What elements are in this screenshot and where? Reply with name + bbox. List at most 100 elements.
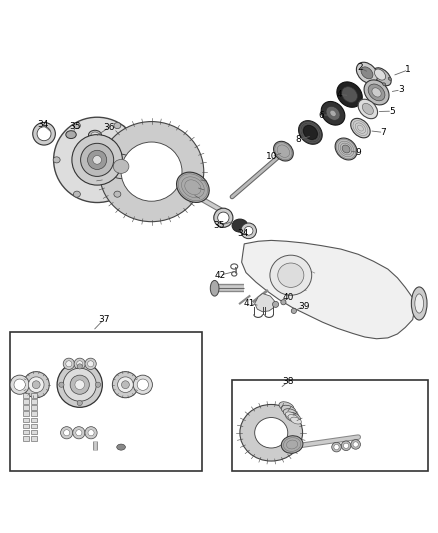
Ellipse shape (283, 409, 298, 418)
Ellipse shape (91, 132, 99, 138)
Bar (31, 411, 37, 416)
Ellipse shape (114, 191, 121, 197)
Ellipse shape (66, 131, 76, 139)
Ellipse shape (341, 441, 351, 450)
Ellipse shape (364, 80, 389, 105)
Ellipse shape (288, 415, 299, 422)
Ellipse shape (88, 130, 102, 140)
Text: 38: 38 (282, 377, 293, 386)
Ellipse shape (281, 300, 286, 305)
Ellipse shape (326, 106, 340, 120)
Ellipse shape (28, 377, 44, 392)
Ellipse shape (74, 123, 81, 128)
Bar (232, 379, 428, 471)
Ellipse shape (59, 382, 64, 387)
Ellipse shape (232, 219, 248, 232)
Ellipse shape (279, 402, 294, 411)
Ellipse shape (99, 122, 204, 222)
Ellipse shape (117, 444, 125, 450)
Ellipse shape (332, 442, 341, 452)
Ellipse shape (388, 77, 391, 80)
Text: 41: 41 (244, 299, 255, 308)
Ellipse shape (281, 436, 303, 453)
Ellipse shape (357, 62, 378, 84)
Ellipse shape (362, 103, 373, 115)
Ellipse shape (373, 68, 391, 86)
Text: 1: 1 (406, 65, 411, 74)
Bar (31, 393, 37, 398)
Ellipse shape (10, 375, 29, 394)
Ellipse shape (342, 145, 350, 153)
Bar (31, 436, 37, 441)
Ellipse shape (270, 255, 312, 295)
Bar (23, 411, 29, 416)
Ellipse shape (53, 117, 141, 203)
Bar (23, 430, 29, 434)
Ellipse shape (177, 172, 209, 203)
Ellipse shape (291, 308, 297, 313)
Ellipse shape (291, 417, 301, 424)
Ellipse shape (60, 426, 73, 439)
Bar (31, 399, 37, 404)
Ellipse shape (372, 88, 381, 97)
Ellipse shape (14, 379, 25, 390)
Ellipse shape (254, 417, 288, 448)
Ellipse shape (73, 426, 85, 439)
Ellipse shape (121, 142, 182, 201)
Ellipse shape (368, 84, 385, 101)
Ellipse shape (95, 382, 101, 387)
Text: 2: 2 (358, 63, 363, 71)
Polygon shape (254, 294, 275, 312)
Ellipse shape (121, 381, 129, 389)
Ellipse shape (23, 372, 49, 398)
Ellipse shape (88, 150, 107, 169)
Ellipse shape (72, 135, 122, 185)
Ellipse shape (274, 141, 293, 161)
Text: 40: 40 (282, 293, 293, 302)
Ellipse shape (383, 83, 386, 86)
Ellipse shape (415, 294, 424, 313)
Ellipse shape (74, 358, 85, 369)
Ellipse shape (88, 361, 94, 367)
Text: 6: 6 (318, 110, 324, 119)
Ellipse shape (37, 127, 51, 141)
Ellipse shape (70, 375, 89, 394)
Ellipse shape (113, 159, 129, 173)
Bar (23, 424, 29, 429)
Ellipse shape (137, 379, 148, 390)
Ellipse shape (351, 440, 360, 449)
Ellipse shape (32, 381, 40, 389)
Ellipse shape (411, 287, 427, 320)
Ellipse shape (330, 110, 336, 116)
Bar (31, 405, 37, 410)
Ellipse shape (244, 227, 253, 235)
Ellipse shape (113, 372, 138, 398)
Bar (23, 399, 29, 404)
Ellipse shape (77, 400, 82, 406)
Text: 9: 9 (355, 148, 361, 157)
Ellipse shape (63, 358, 74, 369)
Ellipse shape (133, 375, 152, 394)
Ellipse shape (77, 364, 82, 369)
Ellipse shape (66, 361, 72, 367)
Ellipse shape (335, 138, 357, 160)
Ellipse shape (81, 143, 114, 176)
Ellipse shape (281, 405, 296, 415)
Ellipse shape (108, 154, 134, 179)
Ellipse shape (343, 443, 349, 448)
Ellipse shape (286, 412, 300, 422)
Ellipse shape (117, 377, 133, 392)
Ellipse shape (85, 358, 96, 369)
Ellipse shape (74, 191, 81, 197)
Text: 36: 36 (103, 123, 115, 132)
Ellipse shape (374, 69, 385, 80)
Text: 8: 8 (295, 135, 301, 144)
Ellipse shape (214, 208, 233, 228)
Text: 34: 34 (37, 120, 49, 129)
Bar (31, 424, 37, 429)
Ellipse shape (286, 412, 296, 419)
Text: 10: 10 (265, 152, 277, 161)
Text: 39: 39 (298, 302, 310, 311)
Ellipse shape (114, 123, 121, 128)
Ellipse shape (337, 82, 362, 107)
